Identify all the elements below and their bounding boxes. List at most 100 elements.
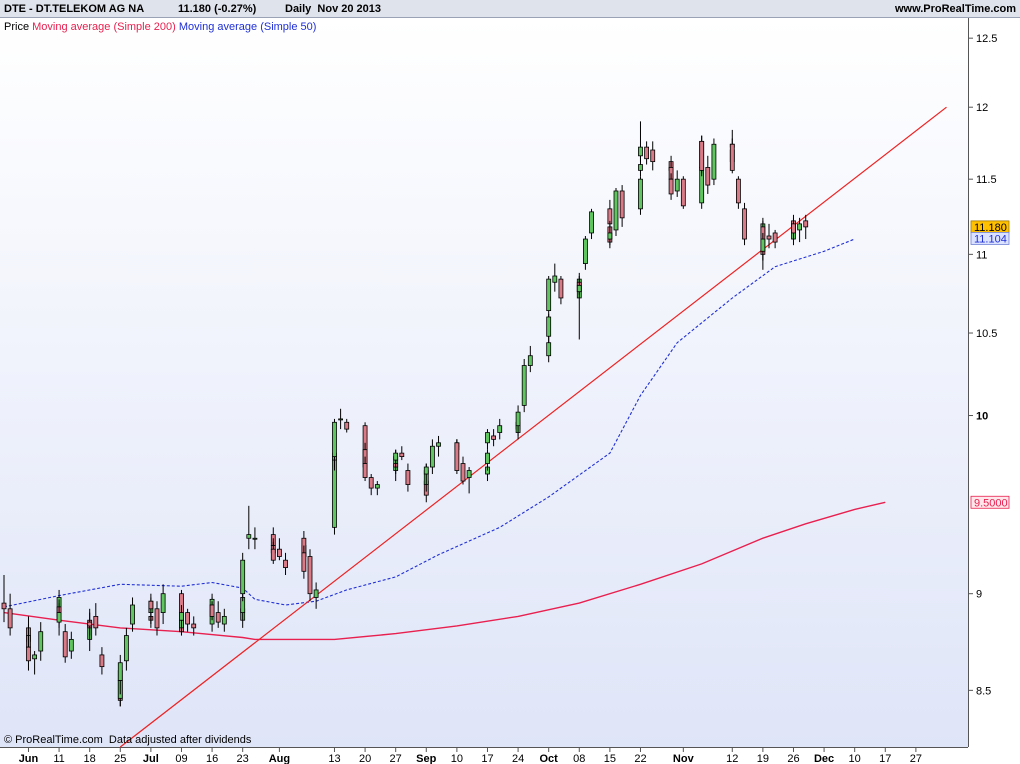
candle-body: [797, 223, 802, 231]
candle: [772, 229, 778, 249]
candle-body: [638, 164, 643, 171]
x-tick-label: Aug: [269, 753, 290, 764]
x-tick-label: 20: [359, 753, 371, 764]
candle-body: [191, 623, 197, 629]
candle-body: [546, 316, 552, 337]
candle-body: [638, 146, 643, 157]
candle: [276, 538, 282, 561]
candle-body: [332, 421, 337, 458]
candle-body: [221, 615, 227, 625]
candle: [93, 603, 99, 636]
ma50-legend[interactable]: Moving average (Simple 50): [178, 21, 317, 33]
candle-body: [705, 167, 711, 186]
candle-body: [117, 662, 123, 681]
candle-body: [276, 548, 282, 557]
x-tick-label: 17: [879, 753, 891, 764]
x-tick-label: 22: [634, 753, 646, 764]
candle-body: [240, 559, 246, 595]
price-tag-label: 11.104: [974, 233, 1007, 245]
candle-body: [521, 365, 527, 406]
candle: [240, 552, 246, 602]
x-tick-label: 15: [604, 753, 616, 764]
candle: [760, 232, 766, 261]
candle-body: [803, 220, 809, 228]
candle: [552, 263, 558, 292]
overlay-lines: [3, 106, 947, 748]
candle: [729, 138, 735, 174]
y-tick-label: 11: [976, 249, 987, 261]
candle: [313, 582, 319, 609]
x-tick-label: 11: [53, 753, 64, 764]
candle-body: [546, 342, 552, 357]
chart-header: DTE - DT.TELEKOM AG NA 11.180 (-0.27%) D…: [0, 0, 1020, 18]
candle: [124, 627, 129, 671]
candle: [368, 474, 374, 496]
candle-body: [674, 178, 680, 192]
candle: [485, 429, 490, 450]
x-tick-label: 26: [787, 753, 799, 764]
candle: [466, 467, 472, 494]
price-legend[interactable]: Price: [4, 21, 30, 33]
candle-body: [766, 235, 772, 240]
candle: [436, 435, 441, 457]
candle-body: [772, 232, 778, 243]
candle-body: [7, 608, 13, 629]
indicator-legend: Price Moving average (Simple 200) Moving…: [4, 21, 316, 33]
candle-body: [485, 432, 490, 444]
candle-body: [393, 452, 399, 461]
ma200-legend[interactable]: Moving average (Simple 200): [32, 21, 176, 33]
candle-body: [399, 452, 405, 458]
candle-body: [711, 143, 717, 180]
candle: [674, 170, 680, 197]
candle-body: [736, 178, 741, 204]
trendline: [119, 106, 947, 748]
candle: [650, 141, 656, 171]
period-label: Daily Nov 20 2013: [285, 3, 382, 15]
candle-body: [619, 190, 625, 219]
candle: [209, 601, 215, 621]
candle: [32, 651, 37, 675]
site-link[interactable]: www.ProRealTime.com: [894, 3, 1016, 15]
candle: [393, 449, 399, 468]
candle-body: [613, 190, 619, 231]
candle: [460, 456, 466, 485]
candle-body: [527, 355, 533, 366]
candle: [38, 622, 44, 661]
candle-body: [26, 646, 31, 662]
y-tick-label: 12: [976, 102, 988, 114]
candle: [576, 279, 582, 298]
x-tick-label: 27: [910, 753, 922, 764]
candle-body: [374, 484, 380, 489]
y-tick-label: 10.5: [976, 328, 997, 340]
candle-body: [791, 223, 796, 234]
candle: [221, 608, 227, 632]
candle: [766, 223, 772, 249]
candle-body: [454, 442, 460, 471]
candle: [527, 345, 533, 373]
x-tick-label: 12: [726, 753, 738, 764]
candle-body: [680, 178, 686, 207]
candle: [215, 601, 221, 628]
candle: [405, 463, 411, 492]
candle-body: [56, 612, 62, 623]
candle: [515, 405, 521, 433]
candle: [26, 635, 31, 671]
candle-body: [148, 600, 154, 610]
candle-body: [368, 477, 374, 489]
candle: [399, 446, 405, 461]
candle-body: [362, 463, 368, 478]
candle-body: [589, 211, 594, 234]
candle: [154, 601, 160, 636]
candle-body: [154, 608, 160, 629]
candle-body: [552, 275, 558, 283]
x-tick-label: 17: [481, 753, 493, 764]
candle-body: [87, 621, 93, 627]
price-tag-label: 11.180: [974, 222, 1007, 234]
plot-background: [0, 18, 968, 747]
candle-body: [460, 463, 466, 482]
candle-body: [38, 631, 44, 652]
candle: [803, 214, 809, 240]
candle-body: [466, 470, 472, 478]
